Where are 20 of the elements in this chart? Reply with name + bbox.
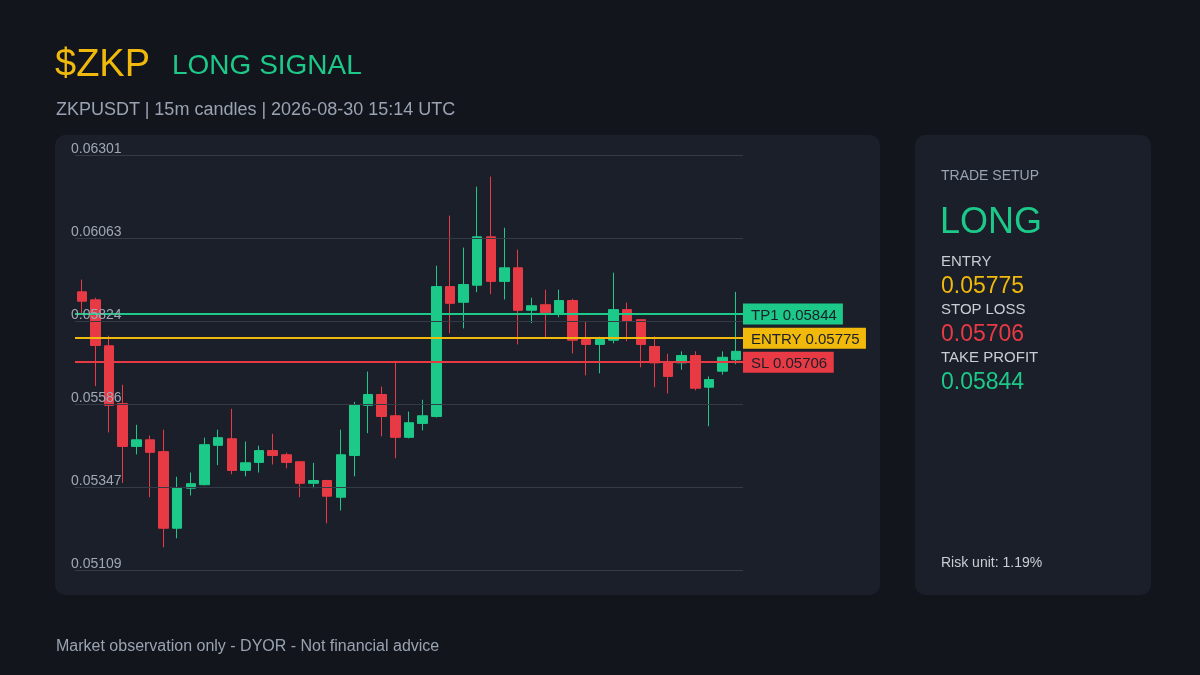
y-tick-label: 0.05347 — [71, 472, 122, 489]
text: 0.05775 — [941, 272, 1025, 299]
text: 0.05706 — [941, 320, 1025, 347]
text: STOP LOSS — [941, 300, 1026, 317]
y-tick-label: 0.06301 — [71, 140, 122, 156]
text: TAKE PROFIT — [941, 348, 1039, 365]
ref-line-label: ENTRY 0.05775 — [751, 329, 860, 347]
text: Market observation only - DYOR - Not financial advice — [56, 637, 440, 655]
text: LONG — [940, 200, 1043, 242]
text: ZKPUSDT | 15m candles | 2026-08-30 15:14 UTC — [56, 99, 456, 120]
y-tick-label: 0.05109 — [71, 555, 122, 571]
ref-line-label: TP1 0.05844 — [751, 305, 837, 323]
text: TRADE SETUP — [941, 167, 1040, 183]
chart-subtitle: LONG SIGNAL — [172, 49, 362, 81]
ref-line-label: SL 0.05706 — [751, 353, 828, 371]
chart-title: $ZKP — [55, 42, 151, 85]
y-tick-label: 0.06063 — [71, 222, 122, 239]
text: ENTRY — [941, 252, 992, 269]
text: Risk unit: 1.19% — [941, 554, 1043, 570]
text: 0.05844 — [941, 368, 1025, 395]
